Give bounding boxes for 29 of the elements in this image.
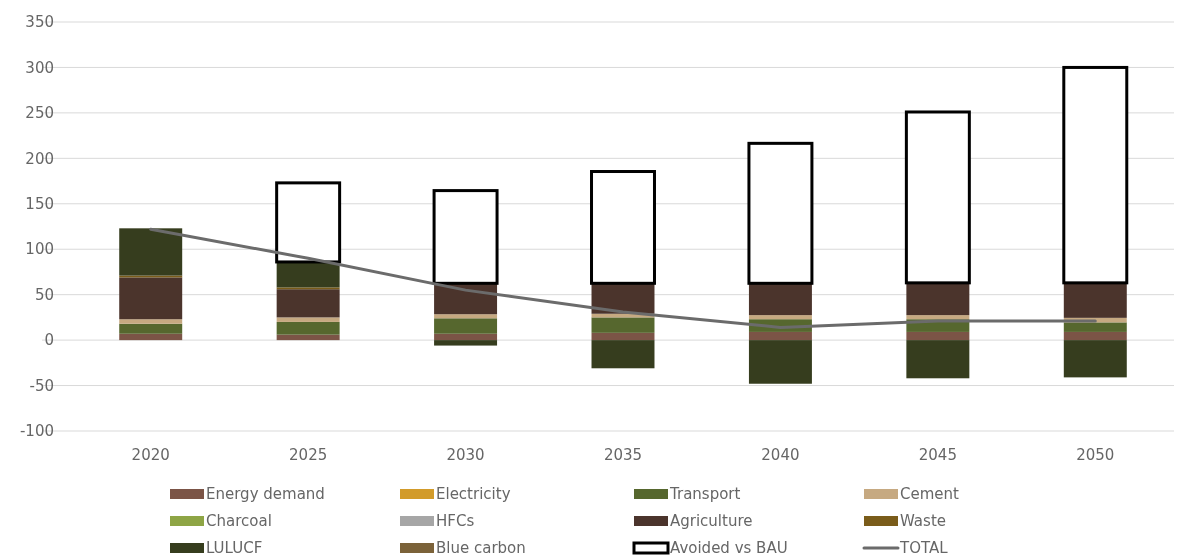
- y-tick-label: 250: [25, 104, 54, 123]
- y-tick-label: -50: [29, 376, 54, 395]
- legend-label: Avoided vs BAU: [670, 539, 788, 555]
- y-tick-label: 200: [25, 149, 54, 168]
- legend-label: HFCs: [436, 512, 475, 531]
- y-tick-label: 150: [25, 195, 54, 214]
- y-tick-label: 300: [25, 58, 54, 77]
- legend-label: LULUCF: [206, 539, 263, 555]
- y-tick-label: -100: [19, 422, 54, 441]
- x-tick-label: 2040: [761, 446, 800, 464]
- y-tick-label: 50: [34, 285, 54, 304]
- legend-label: Energy demand: [206, 485, 325, 504]
- x-tick-label: 2020: [131, 446, 170, 464]
- legend-label: TOTAL: [899, 539, 949, 555]
- y-tick-label: 350: [25, 13, 54, 32]
- y-tick-label: 0: [44, 331, 54, 350]
- x-tick-label: 2035: [603, 446, 643, 464]
- legend-label: Cement: [900, 485, 960, 504]
- legend-label: Blue carbon: [436, 539, 526, 555]
- x-tick-label: 2050: [1076, 446, 1115, 464]
- legend-label: Transport: [669, 485, 741, 504]
- x-tick-label: 2045: [918, 446, 957, 464]
- x-tick-label: 2030: [446, 446, 485, 464]
- legend-label: Charcoal: [206, 512, 272, 531]
- legend-label: Agriculture: [670, 512, 753, 531]
- y-tick-label: 100: [25, 240, 54, 259]
- legend-label: Electricity: [436, 485, 511, 504]
- x-tick-label: 2025: [289, 446, 328, 464]
- legend-label: Waste: [900, 512, 946, 531]
